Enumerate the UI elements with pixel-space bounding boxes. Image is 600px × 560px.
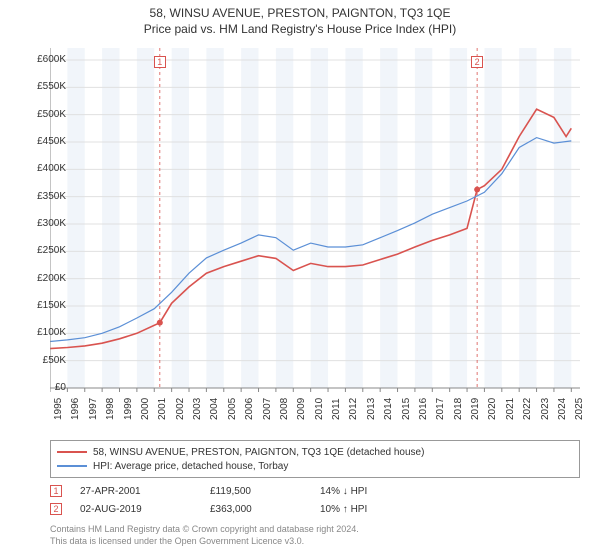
sale-marker-2: 2 [471,56,483,68]
sale-row: 1 27-APR-2001£119,50014% ↓ HPI [50,482,580,500]
x-tick-label: 1999 [123,398,134,420]
x-tick-label: 2007 [262,398,273,420]
price-chart [50,48,580,404]
x-tick-label: 2014 [383,398,394,420]
y-tick-label: £100K [37,327,66,338]
sale-marker-icon: 2 [50,503,62,515]
y-tick-label: £200K [37,273,66,284]
x-tick-label: 2016 [418,398,429,420]
x-tick-label: 2015 [401,398,412,420]
x-tick-label: 2009 [296,398,307,420]
x-tick-label: 1998 [105,398,116,420]
sale-price: £119,500 [210,486,320,497]
x-tick-label: 2021 [505,398,516,420]
x-tick-label: 2024 [557,398,568,420]
y-tick-label: £500K [37,109,66,120]
legend-swatch [57,465,87,466]
sale-date: 02-AUG-2019 [80,504,210,515]
x-tick-label: 2000 [140,398,151,420]
legend-label: 58, WINSU AVENUE, PRESTON, PAIGNTON, TQ3… [93,447,424,458]
x-tick-label: 1996 [70,398,81,420]
x-tick-label: 2022 [522,398,533,420]
sale-marker-icon: 1 [50,485,62,497]
y-tick-label: £350K [37,191,66,202]
footer-line-1: Contains HM Land Registry data © Crown c… [50,524,359,536]
x-tick-label: 2012 [348,398,359,420]
y-tick-label: £450K [37,136,66,147]
x-tick-label: 2006 [244,398,255,420]
y-tick-label: £400K [37,163,66,174]
x-tick-label: 2004 [209,398,220,420]
sale-marker-1: 1 [154,56,166,68]
x-tick-label: 2005 [227,398,238,420]
footer-line-2: This data is licensed under the Open Gov… [50,536,359,548]
sale-delta: 10% ↑ HPI [320,504,420,515]
x-tick-label: 2020 [487,398,498,420]
x-tick-label: 1995 [53,398,64,420]
legend-label: HPI: Average price, detached house, Torb… [93,461,288,472]
x-tick-label: 2013 [366,398,377,420]
x-tick-label: 2023 [540,398,551,420]
y-tick-label: £50K [43,355,66,366]
legend-item: 58, WINSU AVENUE, PRESTON, PAIGNTON, TQ3… [57,445,573,459]
sales-table: 1 27-APR-2001£119,50014% ↓ HPI 2 02-AUG-201… [50,482,580,518]
x-tick-label: 2018 [453,398,464,420]
y-tick-label: £550K [37,81,66,92]
x-tick-label: 2025 [574,398,585,420]
sale-price: £363,000 [210,504,320,515]
x-tick-label: 2011 [331,398,342,420]
x-tick-label: 2017 [435,398,446,420]
chart-container: 58, WINSU AVENUE, PRESTON, PAIGNTON, TQ3… [0,0,600,560]
x-tick-label: 2008 [279,398,290,420]
x-tick-label: 2010 [314,398,325,420]
legend-item: HPI: Average price, detached house, Torb… [57,459,573,473]
chart-title-subtitle: Price paid vs. HM Land Registry's House … [0,22,600,36]
chart-title-address: 58, WINSU AVENUE, PRESTON, PAIGNTON, TQ3… [0,6,600,20]
x-tick-label: 2001 [157,398,168,420]
x-tick-label: 1997 [88,398,99,420]
legend: 58, WINSU AVENUE, PRESTON, PAIGNTON, TQ3… [50,440,580,478]
sale-delta: 14% ↓ HPI [320,486,420,497]
legend-swatch [57,451,87,453]
footer-attribution: Contains HM Land Registry data © Crown c… [50,524,359,547]
y-tick-label: £0 [55,382,66,393]
x-tick-label: 2019 [470,398,481,420]
sale-row: 2 02-AUG-2019£363,00010% ↑ HPI [50,500,580,518]
sale-date: 27-APR-2001 [80,486,210,497]
chart-titles: 58, WINSU AVENUE, PRESTON, PAIGNTON, TQ3… [0,0,600,36]
y-tick-label: £300K [37,218,66,229]
y-tick-label: £250K [37,245,66,256]
x-tick-label: 2003 [192,398,203,420]
y-tick-label: £150K [37,300,66,311]
x-tick-label: 2002 [175,398,186,420]
y-tick-label: £600K [37,54,66,65]
